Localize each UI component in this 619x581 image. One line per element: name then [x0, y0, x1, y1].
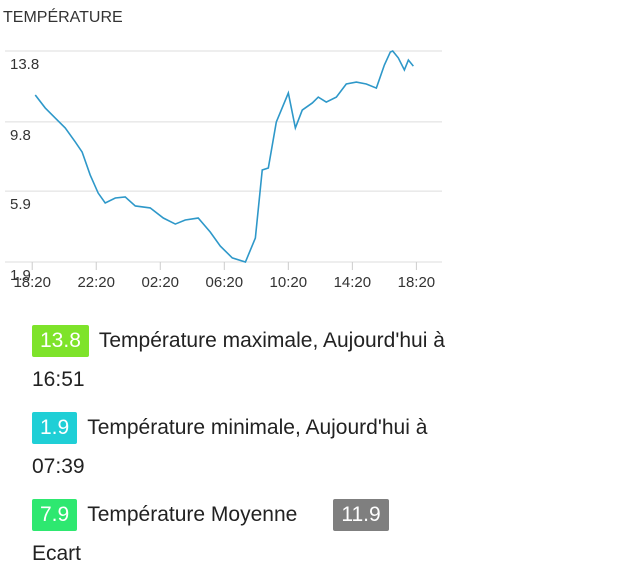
stat-mean: 7.9 Température Moyenne 11.9: [32, 499, 399, 531]
stat-min: 1.9 Température minimale, Aujourd'hui à: [32, 412, 427, 444]
stat-label: Température maximale, Aujourd'hui à: [98, 329, 445, 352]
chart: TEMPÉRATURE 1.9 5.9 9.8 13.8 18:20 22:20 02:20…: [3, 7, 442, 291]
x-tick-label: 10:20: [270, 274, 308, 291]
stat-label: Ecart: [32, 542, 82, 565]
value-badge: 13.8: [32, 325, 89, 357]
y-tick-label: 5.9: [10, 196, 31, 213]
x-tick-label: 06:20: [206, 274, 244, 291]
line: [34, 50, 414, 263]
stat-time: 07:39: [32, 455, 85, 478]
value-badge: 11.9: [333, 499, 389, 531]
value-badge: 7.9: [32, 499, 78, 531]
value-badge: 1.9: [32, 412, 78, 444]
stat-time: 16:51: [32, 368, 85, 391]
stat-label: Température minimale, Aujourd'hui à: [87, 416, 428, 439]
chart-title: TEMPÉRATURE: [3, 7, 123, 26]
x-tick-label: 18:20: [398, 274, 436, 291]
y-tick-label: 9.8: [10, 127, 31, 144]
x-tick-label: 14:20: [334, 274, 372, 291]
x-tick-label: 18:20: [13, 274, 51, 291]
x-tick-label: 22:20: [77, 274, 115, 291]
x-tick-label: 02:20: [141, 274, 179, 291]
stat-max: 13.8 Température maximale, Aujourd'hui à: [32, 325, 445, 357]
y-tick-label: 13.8: [10, 56, 39, 73]
y-tick-label: 1.9: [10, 267, 31, 284]
stat-label: Température Moyenne: [87, 503, 298, 526]
